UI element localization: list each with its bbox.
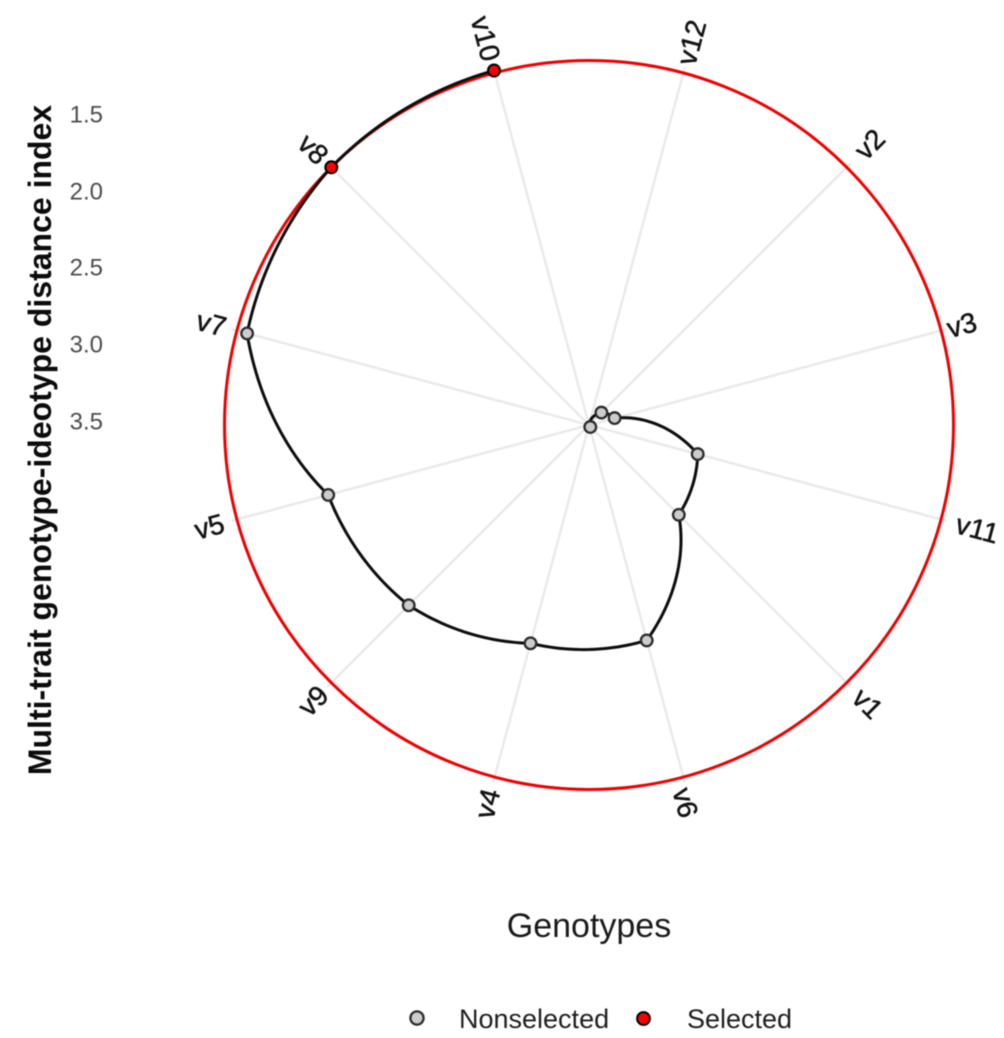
svg-text:Multi-trait genotype-ideotype: Multi-trait genotype-ideotype distance i… [22, 105, 58, 776]
svg-text:3.5: 3.5 [70, 409, 103, 436]
svg-text:2.0: 2.0 [70, 179, 103, 206]
svg-text:v5: v5 [191, 508, 228, 546]
svg-text:Nonselected: Nonselected [459, 1004, 609, 1033]
svg-text:Selected: Selected [687, 1004, 792, 1033]
svg-text:v6: v6 [666, 784, 704, 821]
svg-text:1.5: 1.5 [70, 102, 103, 129]
svg-text:2.5: 2.5 [70, 255, 103, 282]
svg-text:3.0: 3.0 [70, 332, 103, 359]
svg-text:Genotypes: Genotypes [507, 907, 671, 945]
